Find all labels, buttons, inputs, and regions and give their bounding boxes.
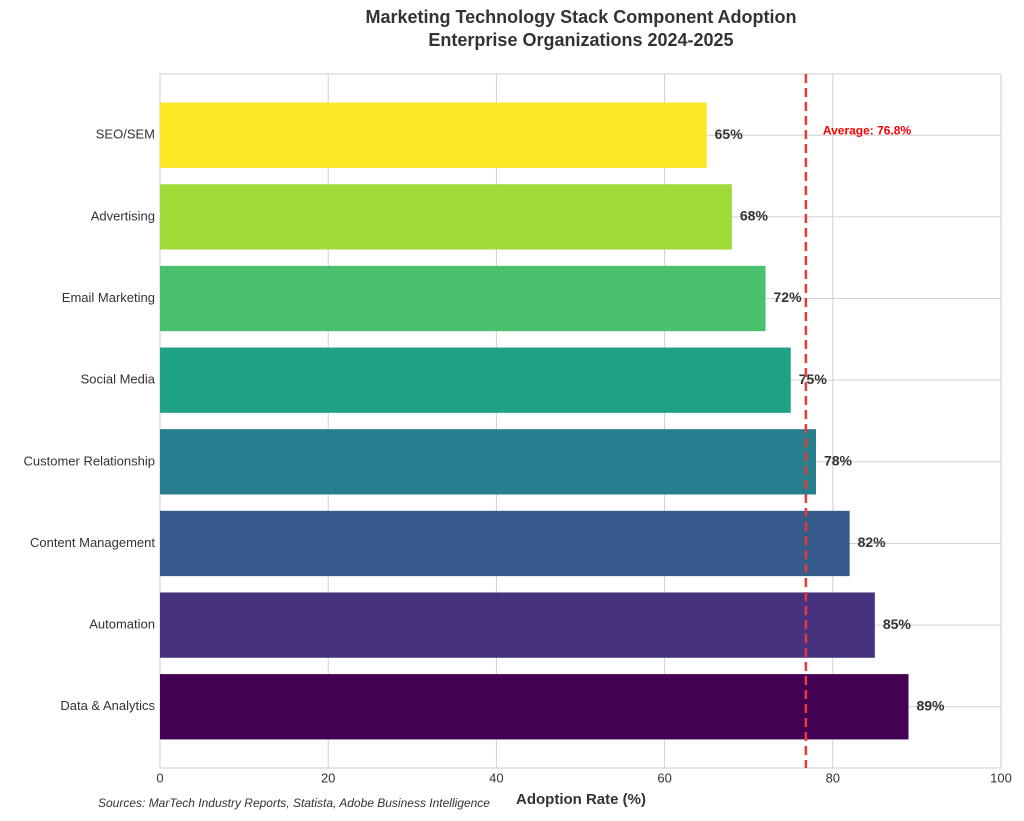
- value-label: 65%: [715, 126, 744, 142]
- value-label: 89%: [916, 697, 945, 713]
- y-tick-label: Data & Analytics: [60, 698, 155, 713]
- bar: [160, 429, 816, 495]
- chart-subtitle: Enterprise Organizations 2024-2025: [428, 30, 733, 50]
- y-tick-label: Email Marketing: [62, 290, 155, 305]
- bar: [160, 510, 850, 577]
- value-label: 82%: [858, 534, 887, 550]
- x-tick-label: 0: [156, 770, 163, 785]
- value-label: 72%: [774, 289, 803, 305]
- bar: [160, 102, 707, 168]
- x-tick-label: 80: [826, 770, 840, 785]
- chart-title: Marketing Technology Stack Component Ado…: [365, 7, 796, 27]
- y-tick-label: Advertising: [91, 208, 155, 223]
- bar: [160, 265, 766, 332]
- x-tick-label: 60: [657, 770, 671, 785]
- y-tick-label: Customer Relationship: [23, 453, 155, 468]
- source-note: Sources: MarTech Industry Reports, Stati…: [98, 796, 490, 810]
- plot-frame: [159, 73, 1002, 769]
- value-label: 68%: [740, 208, 769, 224]
- bar: [160, 592, 875, 658]
- bar: [160, 347, 791, 413]
- bar: [160, 674, 909, 740]
- y-tick-label: Content Management: [30, 535, 155, 550]
- y-tick-label: Social Media: [81, 372, 156, 387]
- y-tick-label: SEO/SEM: [96, 127, 155, 142]
- x-tick-label: 100: [990, 770, 1012, 785]
- value-label: 75%: [799, 371, 828, 387]
- y-tick-label: Automation: [89, 617, 155, 632]
- x-axis-label: Adoption Rate (%): [516, 791, 646, 808]
- value-label: 85%: [883, 616, 912, 632]
- value-label: 78%: [824, 453, 853, 469]
- x-tick-label: 20: [321, 770, 335, 785]
- bar: [160, 184, 732, 250]
- x-tick-label: 40: [489, 770, 503, 785]
- average-label: Average: 76.8%: [823, 123, 912, 137]
